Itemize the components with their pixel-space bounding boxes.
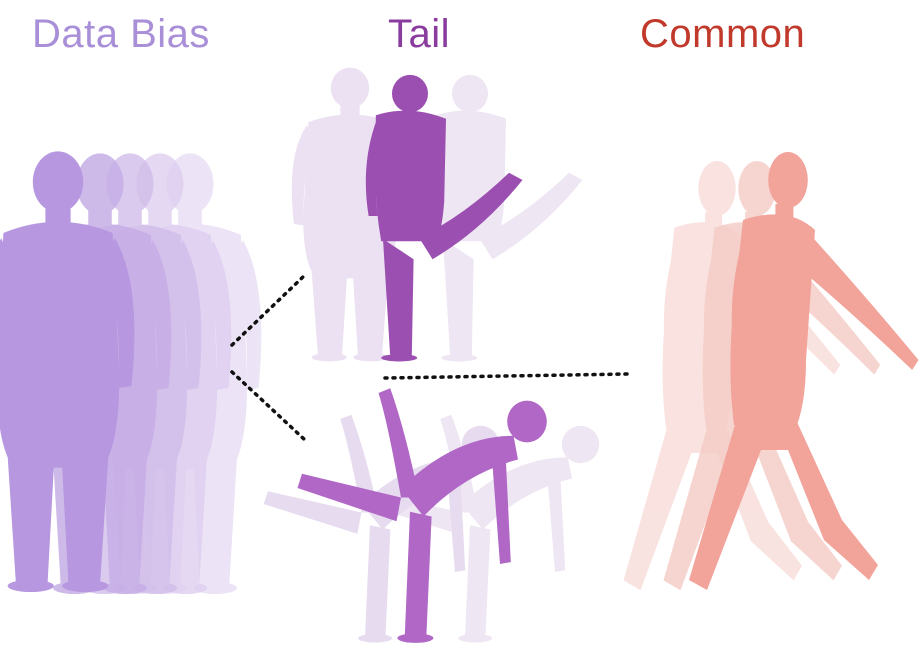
connector-bias-to-kick — [230, 273, 307, 347]
common-figures — [623, 152, 919, 591]
connector-tail-to-common — [383, 372, 630, 380]
tail-figures — [263, 67, 600, 643]
connector-bias-to-bend — [230, 370, 307, 442]
tail-kick-ghost-right — [425, 74, 583, 362]
data-bias-label: Data Bias — [32, 12, 210, 56]
tail-label: Tail — [388, 12, 451, 56]
data-bias-figures — [0, 151, 262, 595]
common-label: Common — [640, 12, 806, 56]
connector-lines — [230, 273, 630, 442]
